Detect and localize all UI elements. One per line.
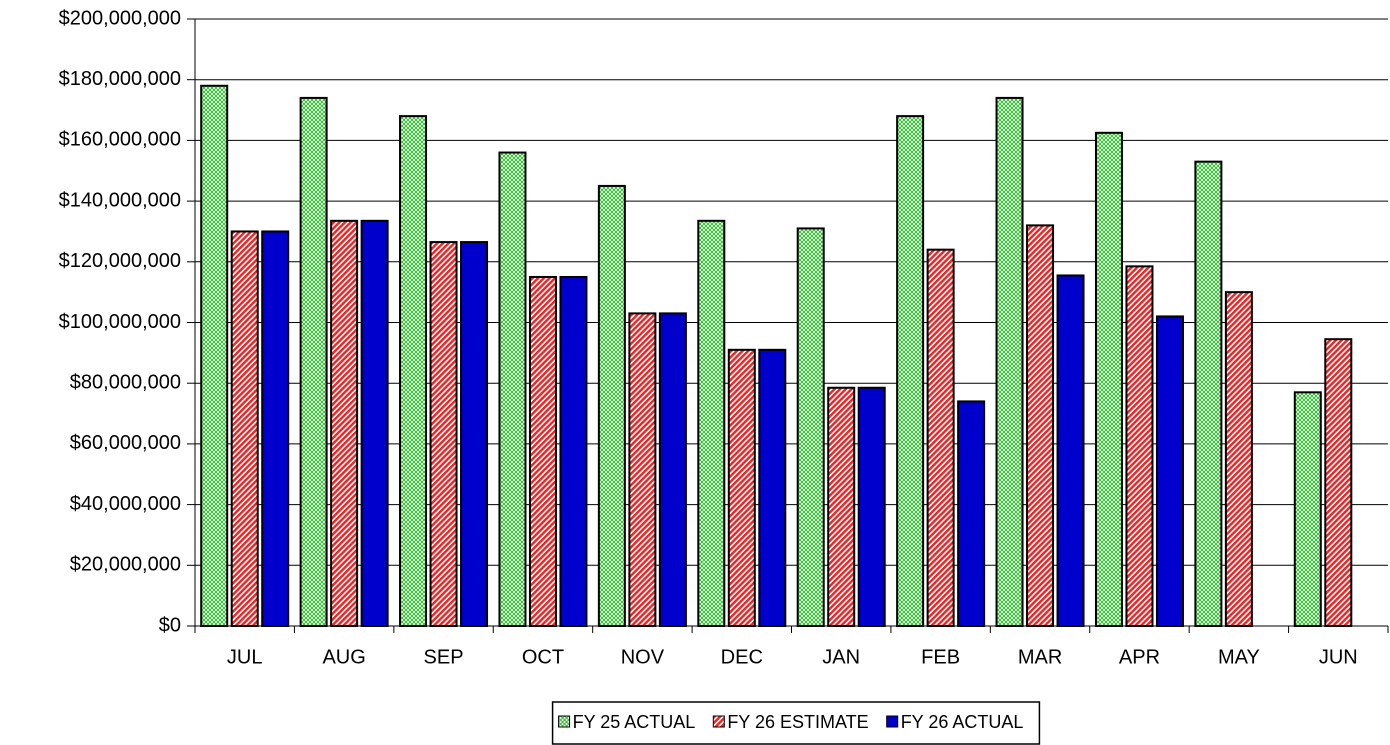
bar bbox=[727, 348, 756, 627]
x-tick-label: JUL bbox=[227, 646, 263, 668]
y-tick-label: $140,000,000 bbox=[59, 189, 181, 211]
bar bbox=[597, 184, 626, 628]
legend-label: FY 26 ESTIMATE bbox=[727, 712, 868, 732]
bar bbox=[498, 151, 527, 627]
bar bbox=[261, 230, 290, 627]
bar bbox=[957, 400, 986, 627]
bar bbox=[200, 84, 229, 627]
bar bbox=[230, 230, 259, 627]
y-tick-label: $0 bbox=[159, 614, 181, 636]
bar bbox=[559, 275, 588, 627]
legend-label: FY 25 ACTUAL bbox=[573, 712, 696, 732]
bar bbox=[299, 96, 328, 628]
bar bbox=[926, 248, 955, 627]
x-tick-label: FEB bbox=[921, 646, 960, 668]
x-tick-label: APR bbox=[1119, 646, 1160, 668]
legend-label: FY 26 ACTUAL bbox=[901, 712, 1024, 732]
legend: FY 25 ACTUAL FY 26 ESTIMATE FY 26 ACTUAL bbox=[551, 701, 1041, 745]
bar bbox=[658, 312, 687, 627]
bar bbox=[827, 386, 856, 627]
y-tick-label: $40,000,000 bbox=[70, 493, 181, 515]
x-tick-label: AUG bbox=[322, 646, 365, 668]
y-tick-label: $80,000,000 bbox=[70, 371, 181, 393]
y-tick-label: $60,000,000 bbox=[70, 432, 181, 454]
y-tick-label: $20,000,000 bbox=[70, 554, 181, 576]
y-tick-label: $200,000,000 bbox=[59, 7, 181, 29]
x-tick-label: JUN bbox=[1319, 646, 1358, 668]
bar bbox=[399, 115, 428, 628]
y-tick-label: $120,000,000 bbox=[59, 250, 181, 272]
x-tick-label: SEP bbox=[424, 646, 464, 668]
x-tick-label: OCT bbox=[522, 646, 564, 668]
y-tick-label: $180,000,000 bbox=[59, 68, 181, 90]
bar bbox=[1194, 160, 1223, 628]
bar bbox=[697, 219, 726, 627]
y-tick-label: $160,000,000 bbox=[59, 129, 181, 151]
bar bbox=[1094, 131, 1123, 627]
legend-box bbox=[551, 701, 1041, 745]
bar bbox=[360, 219, 389, 627]
bar bbox=[1155, 315, 1184, 627]
x-tick-label: JAN bbox=[822, 646, 860, 668]
bar bbox=[628, 312, 657, 627]
x-tick-label: DEC bbox=[721, 646, 763, 668]
bar bbox=[1293, 391, 1322, 627]
bar bbox=[896, 115, 925, 628]
bar bbox=[796, 227, 825, 627]
x-tick-label: MAR bbox=[1018, 646, 1062, 668]
bar bbox=[1324, 338, 1353, 627]
bar bbox=[460, 241, 489, 627]
bar bbox=[528, 275, 557, 627]
bar bbox=[758, 348, 787, 627]
bar bbox=[330, 219, 359, 627]
bar bbox=[1224, 291, 1253, 627]
legend-swatch bbox=[712, 715, 725, 728]
legend-swatch bbox=[558, 715, 571, 728]
x-tick-label: NOV bbox=[621, 646, 665, 668]
legend-swatch bbox=[886, 715, 899, 728]
bar bbox=[1026, 224, 1055, 627]
bar bbox=[1125, 265, 1154, 627]
x-tick-label: MAY bbox=[1218, 646, 1260, 668]
bar bbox=[429, 241, 458, 627]
bar bbox=[995, 96, 1024, 628]
y-tick-label: $100,000,000 bbox=[59, 311, 181, 333]
bar bbox=[857, 386, 886, 627]
bar bbox=[1056, 274, 1085, 627]
